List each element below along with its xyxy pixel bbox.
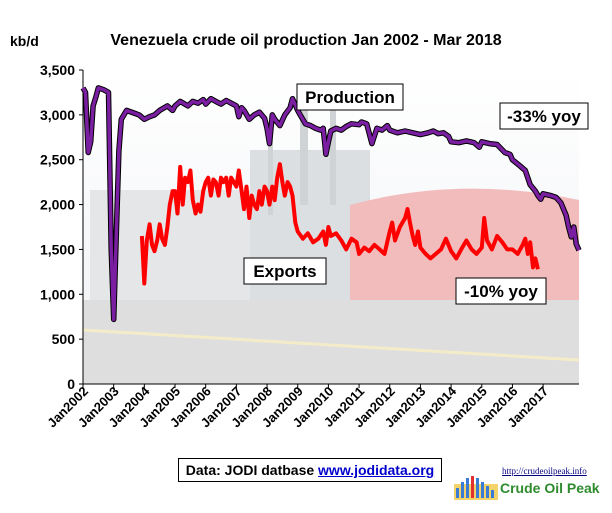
labels-layer: Venezuela crude oil production Jan 2002 … <box>10 32 589 305</box>
exports-label-box <box>243 257 327 285</box>
production-label: Production <box>296 83 404 111</box>
exports-yoy-label-text: -10% yoy <box>464 282 538 301</box>
y-tick-label: 2,000 <box>40 197 75 213</box>
exports-yoy-label-box <box>455 277 547 305</box>
production-yoy-label-box <box>499 102 589 130</box>
y-tick-label: 2,500 <box>40 152 75 168</box>
exports-label: Exports <box>243 257 327 285</box>
exports-yoy-label: -10% yoy <box>455 277 547 305</box>
y-tick-label: 0 <box>67 376 75 392</box>
production-label-box <box>296 83 404 111</box>
exports-line <box>139 162 540 286</box>
y-tick-label: 1,000 <box>40 286 75 302</box>
production-line <box>81 86 581 322</box>
y-tick-label: 500 <box>52 331 76 347</box>
background-photo <box>82 70 580 384</box>
source-note: Data: JODI datbase www.jodidata.org <box>178 458 442 482</box>
source-link[interactable]: www.jodidata.org <box>318 462 435 478</box>
brand-name: Crude Oil Peak <box>500 480 600 496</box>
series-layer <box>80 85 582 323</box>
brand-url[interactable]: http://crudeoilpeak.info <box>502 466 587 476</box>
y-tick-label: 3,000 <box>40 107 75 123</box>
production-yoy-label: -33% yoy <box>499 102 589 130</box>
oil-barrel-icon <box>454 476 498 500</box>
y-tick-label: 3,500 <box>40 62 75 78</box>
production-label-text: Production <box>305 88 395 107</box>
brand-logo: http://crudeoilpeak.info Crude Oil Peak <box>452 466 602 502</box>
y-tick-label: 1,500 <box>40 241 75 257</box>
y-axis-label: kb/d <box>10 33 39 49</box>
source-prefix: Data: JODI datbase <box>185 462 315 478</box>
exports-label-text: Exports <box>253 262 316 281</box>
production-yoy-label-text: -33% yoy <box>507 107 581 126</box>
chart-title: Venezuela crude oil production Jan 2002 … <box>110 32 501 49</box>
